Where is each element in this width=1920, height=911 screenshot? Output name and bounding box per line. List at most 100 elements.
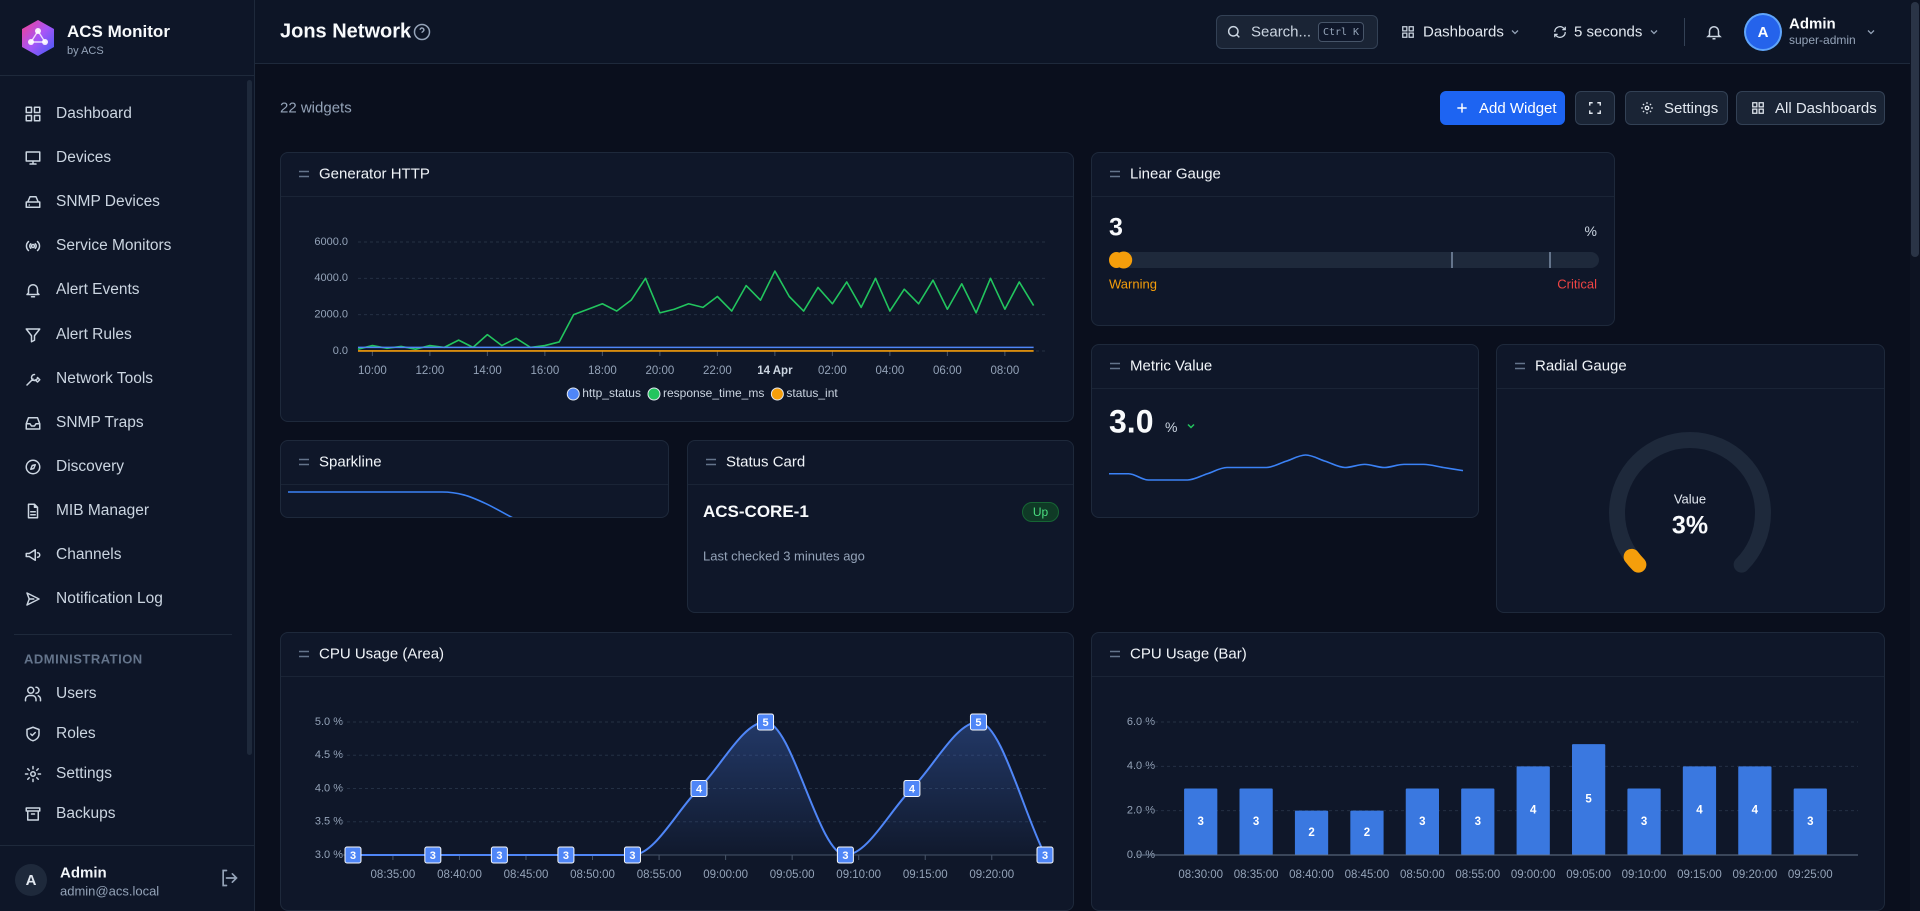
- nav-icon: [25, 416, 41, 430]
- widget: 0.0 2000.0 4000.0 6000.0 10:00 12:00 14:00 16:0…: [280, 152, 1074, 422]
- nav-label: MIB Manager: [56, 501, 150, 519]
- x-tick-label: 06:00: [933, 365, 962, 377]
- legend-label: response_time_ms: [663, 386, 764, 400]
- logout-icon[interactable]: [219, 868, 239, 888]
- x-tick-label: 09:10:00: [836, 869, 881, 881]
- widget-header: Status Card: [688, 441, 1073, 485]
- user-role: super-admin: [1789, 33, 1856, 47]
- y-tick-label: 3.0 %: [315, 849, 343, 861]
- x-tick-label: 08:35:00: [371, 869, 416, 881]
- x-tick-label: 20:00: [645, 365, 674, 377]
- metric-value: 3.0: [1109, 403, 1154, 440]
- data-label: 3: [350, 850, 356, 862]
- x-tick-label: 09:25:00: [1788, 869, 1833, 881]
- gauge-unit: %: [1584, 223, 1597, 239]
- bar: [1572, 744, 1606, 855]
- nav-label: Backups: [56, 805, 116, 822]
- bell-icon[interactable]: [1705, 23, 1723, 41]
- refresh-menu[interactable]: 5 seconds: [1574, 23, 1643, 41]
- help-icon[interactable]: [413, 23, 431, 41]
- bar: [1184, 788, 1218, 855]
- button-label: Settings: [1664, 99, 1719, 117]
- data-label: 4: [909, 783, 916, 795]
- nav-item[interactable]: Users: [14, 676, 240, 712]
- page-title: Jons Network: [280, 20, 412, 43]
- icon-path: [26, 726, 40, 742]
- data-label: 3: [430, 850, 436, 862]
- x-tick-label: 10:00: [358, 365, 387, 377]
- x-tick-label: 08:45:00: [504, 869, 549, 881]
- device-name: ACS-CORE-1: [703, 502, 809, 521]
- divider: [0, 75, 254, 76]
- bar: [1294, 810, 1329, 855]
- nav-item[interactable]: Backups: [14, 796, 240, 832]
- divider: [0, 845, 254, 846]
- y-tick-label: 3.5 %: [315, 816, 343, 828]
- x-tick-label: 09:20:00: [969, 869, 1014, 881]
- nav-item[interactable]: Alert Rules: [14, 317, 240, 353]
- shortcut: Ctrl K: [1318, 22, 1364, 42]
- dashboards-menu[interactable]: Dashboards: [1423, 23, 1504, 41]
- icon-path: [27, 503, 39, 519]
- nav-item[interactable]: Notification Log: [14, 581, 240, 617]
- data-label: 2: [1308, 827, 1314, 839]
- x-tick-label: 08:35:00: [1234, 869, 1279, 881]
- nav-item[interactable]: Service Monitors: [14, 228, 240, 264]
- x-tick-label: 08:00: [990, 365, 1019, 377]
- nav-item[interactable]: Channels: [14, 537, 240, 573]
- fullscreen-button[interactable]: [1575, 91, 1615, 125]
- bar: [1738, 766, 1772, 855]
- x-tick-label: 09:00:00: [1511, 869, 1556, 881]
- nav-label: Network Tools: [56, 369, 154, 387]
- y-tick-label: 4.0 %: [315, 782, 343, 794]
- nav-item[interactable]: Discovery: [14, 449, 240, 485]
- bar: [1239, 788, 1273, 855]
- nav-item[interactable]: SNMP Devices: [14, 184, 240, 220]
- widget-header: Radial Gauge: [1497, 345, 1884, 389]
- nav-label: Dashboard: [56, 105, 132, 122]
- metric-unit: %: [1165, 419, 1178, 435]
- sparkline: [288, 491, 513, 517]
- gauge-value: 3%: [1671, 511, 1709, 540]
- nav-icon: [25, 151, 41, 165]
- data-label: 3: [1807, 816, 1813, 828]
- settings-button[interactable]: Settings: [1625, 91, 1728, 125]
- nav-item[interactable]: Dashboard: [14, 96, 240, 132]
- nav-item[interactable]: SNMP Traps: [14, 405, 240, 441]
- grip: [1515, 362, 1525, 370]
- nav-item[interactable]: Alert Events: [14, 272, 240, 308]
- nav-item[interactable]: Network Tools: [14, 361, 240, 397]
- all-dashboards-button[interactable]: All Dashboards: [1736, 91, 1885, 125]
- nav-item[interactable]: MIB Manager: [14, 493, 240, 529]
- nav-icon: [25, 327, 41, 342]
- add-widget-button[interactable]: Add Widget: [1440, 91, 1565, 125]
- widget-header: CPU Usage (Area): [281, 633, 1073, 677]
- icon-path: [26, 373, 41, 386]
- nav-item[interactable]: Devices: [14, 140, 240, 176]
- nav-label: Notification Log: [56, 590, 163, 608]
- grip: [299, 650, 309, 658]
- avatar[interactable]: A: [1746, 15, 1780, 49]
- x-tick-label: 09:20:00: [1732, 869, 1777, 881]
- x-tick-label: 08:50:00: [570, 869, 615, 881]
- nav-item[interactable]: Settings: [14, 756, 240, 792]
- x-tick-label: 08:40:00: [437, 869, 482, 881]
- x-tick-label: 08:50:00: [1400, 869, 1445, 881]
- chevron: [1511, 30, 1519, 35]
- nav-item[interactable]: Roles: [14, 716, 240, 752]
- icon-path: [26, 592, 40, 606]
- x-tick-label: 08:30:00: [1178, 869, 1223, 881]
- x-tick-label: 09:05:00: [1566, 869, 1611, 881]
- x-tick-label: 02:00: [818, 365, 847, 377]
- widget: Metric Value 3.0 %: [1091, 344, 1479, 518]
- data-label-box: [344, 846, 362, 864]
- widget: Sparkline: [280, 440, 669, 518]
- widget-title: CPU Usage (Bar): [1130, 645, 1247, 663]
- data-label: 5: [762, 717, 768, 729]
- chart: 0.0 %2.0 %4.0 %6.0 %308:30:00308:35:0020…: [1127, 716, 1858, 881]
- brand: ACS Monitor: [67, 22, 170, 41]
- divider: [1684, 18, 1685, 46]
- gauge-track: [1109, 252, 1599, 268]
- nav-label: SNMP Traps: [56, 413, 144, 431]
- data-label: 3: [1419, 816, 1425, 828]
